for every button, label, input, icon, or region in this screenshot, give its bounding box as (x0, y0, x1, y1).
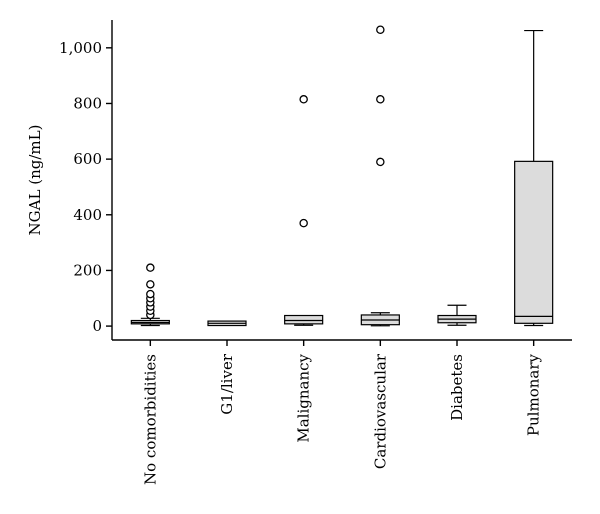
x-tick-label: Pulmonary (525, 353, 543, 436)
box-cardiovascular (360, 25, 400, 327)
outlier-point (376, 157, 385, 167)
x-tick-label: No comorbidities (141, 354, 159, 485)
y-axis-title: NGAL (ng/mL) (26, 125, 44, 236)
box-pulmonary (514, 29, 554, 327)
outlier-point (299, 218, 308, 228)
x-tick-label: Malignancy (295, 353, 313, 442)
iqr-box (284, 314, 324, 325)
y-tick-label: 0 (92, 317, 102, 335)
outlier-point (146, 263, 155, 272)
box-g1-liver (207, 320, 247, 327)
box-no-comorbidities (130, 263, 170, 327)
outlier-point (146, 289, 155, 299)
y-tick-label: 600 (73, 150, 102, 168)
outlier-point (376, 25, 385, 34)
outlier-point (376, 95, 385, 104)
y-tick-label: 200 (73, 261, 102, 279)
y-tick-label: 1,000 (59, 39, 102, 57)
outlier-point (299, 95, 308, 104)
x-tick-label: Cardiovascular (371, 353, 389, 469)
box-malignancy (284, 95, 324, 326)
box-diabetes (437, 304, 477, 326)
outlier-point (146, 280, 155, 289)
y-tick-label: 800 (73, 94, 102, 112)
y-tick-label: 400 (73, 206, 102, 224)
iqr-box (514, 160, 554, 324)
x-axis: No comorbidities G1/liver Malignancy Cardio… (112, 339, 572, 485)
boxes (130, 25, 554, 327)
y-axis: 0 200 400 600 800 1,000 (59, 20, 113, 340)
x-tick-label: Diabetes (448, 354, 466, 421)
x-tick-label: G1/liver (218, 353, 236, 415)
